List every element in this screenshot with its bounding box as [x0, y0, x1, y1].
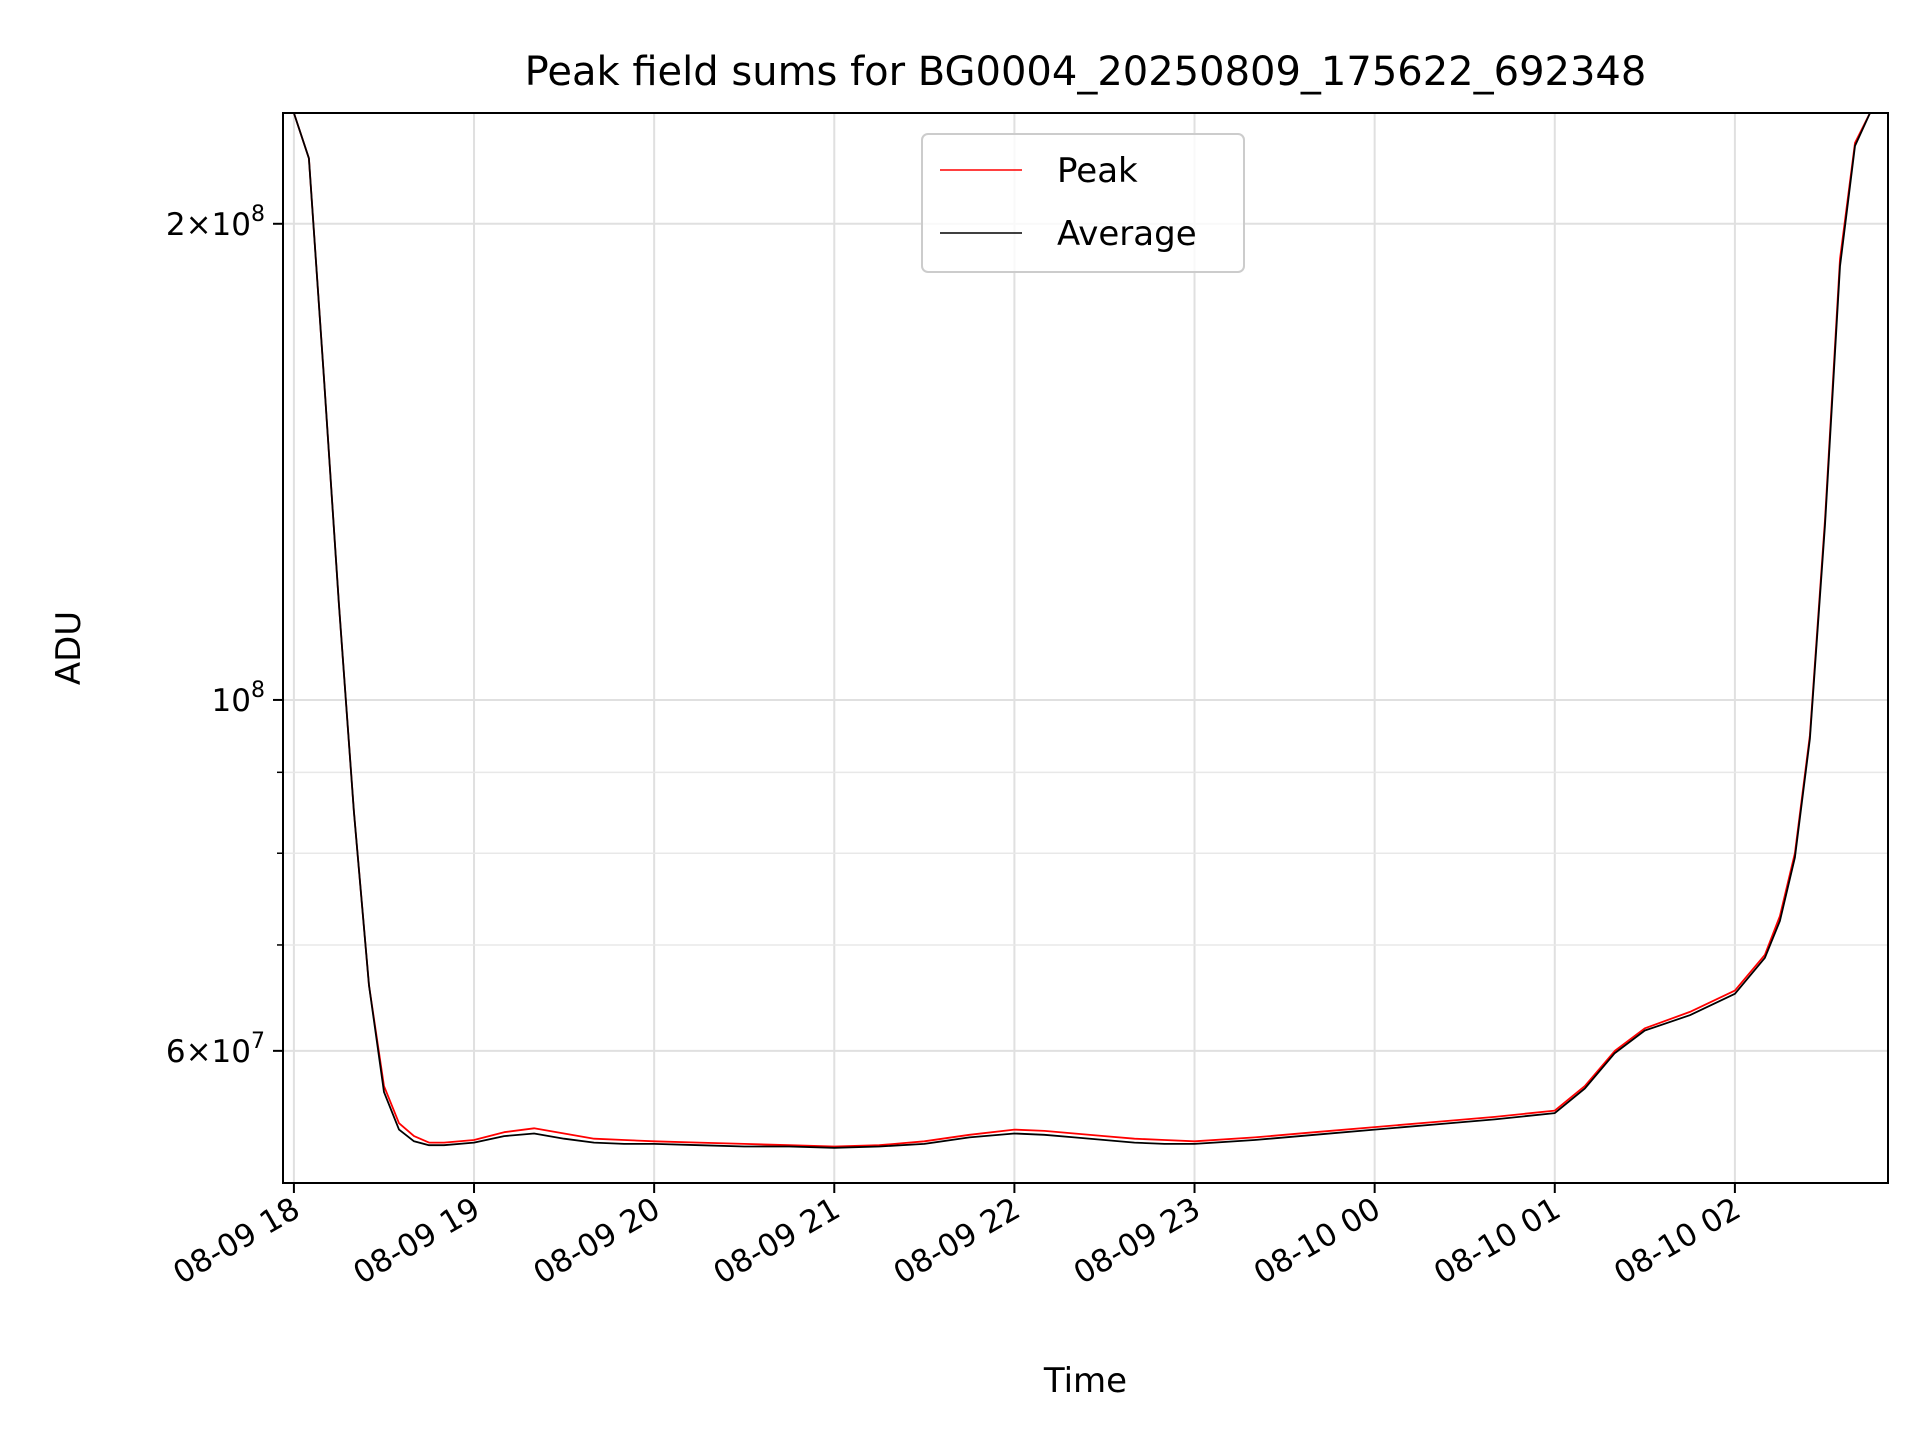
legend-label-average: Average	[1057, 214, 1197, 254]
legend-label-peak: Peak	[1057, 151, 1138, 191]
legend-box	[921, 133, 1245, 273]
y-axis-label: ADU	[49, 611, 89, 685]
y-tick-label: 108	[212, 678, 265, 719]
y-tick-label: 6×107	[166, 1029, 265, 1070]
legend: Peak Average	[921, 133, 1245, 273]
series-line-peak	[283, 112, 1888, 1148]
x-axis-label: Time	[1043, 1361, 1127, 1401]
chart-title: Peak field sums for BG0004_20250809_1756…	[525, 49, 1647, 95]
plot-frame	[282, 112, 1889, 1184]
series-line-average	[283, 112, 1888, 1149]
y-tick-label: 2×108	[166, 202, 265, 243]
plot-lines	[283, 112, 1888, 1149]
